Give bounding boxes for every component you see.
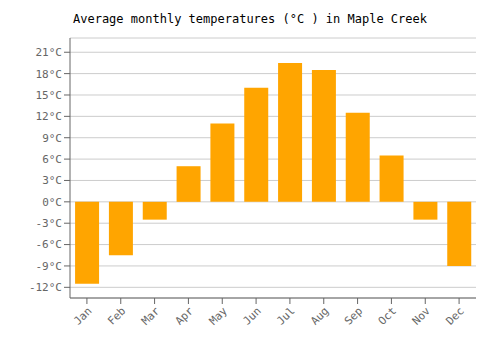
- svg-text:18°C: 18°C: [36, 68, 63, 81]
- svg-text:Mar: Mar: [139, 304, 163, 328]
- svg-text:Jan: Jan: [71, 304, 94, 327]
- svg-text:Nov: Nov: [410, 304, 434, 328]
- svg-text:-12°C: -12°C: [29, 281, 62, 294]
- svg-text:21°C: 21°C: [36, 46, 63, 59]
- svg-text:Sep: Sep: [342, 304, 365, 327]
- svg-text:Jun: Jun: [240, 304, 263, 327]
- svg-text:-6°C: -6°C: [36, 238, 63, 251]
- svg-text:-3°C: -3°C: [36, 217, 63, 230]
- svg-text:May: May: [207, 304, 231, 328]
- svg-text:Oct: Oct: [376, 304, 399, 327]
- svg-text:6°C: 6°C: [42, 153, 62, 166]
- svg-text:3°C: 3°C: [42, 174, 62, 187]
- svg-text:Dec: Dec: [443, 304, 466, 327]
- svg-text:-9°C: -9°C: [36, 260, 63, 273]
- svg-text:Feb: Feb: [105, 304, 128, 327]
- svg-text:9°C: 9°C: [42, 132, 62, 145]
- svg-text:Jul: Jul: [274, 304, 297, 327]
- svg-text:15°C: 15°C: [36, 89, 63, 102]
- svg-text:Apr: Apr: [173, 304, 197, 328]
- svg-text:0°C: 0°C: [42, 196, 62, 209]
- svg-text:12°C: 12°C: [36, 110, 63, 123]
- svg-text:Aug: Aug: [308, 304, 331, 327]
- html-text:Average monthly temperatures (: Average monthly temperatures (°C ) in Ma…: [73, 12, 427, 26]
